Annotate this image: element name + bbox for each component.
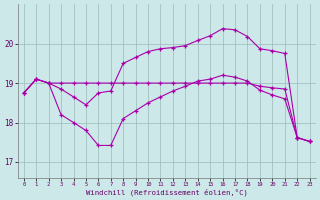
X-axis label: Windchill (Refroidissement éolien,°C): Windchill (Refroidissement éolien,°C)	[86, 188, 248, 196]
